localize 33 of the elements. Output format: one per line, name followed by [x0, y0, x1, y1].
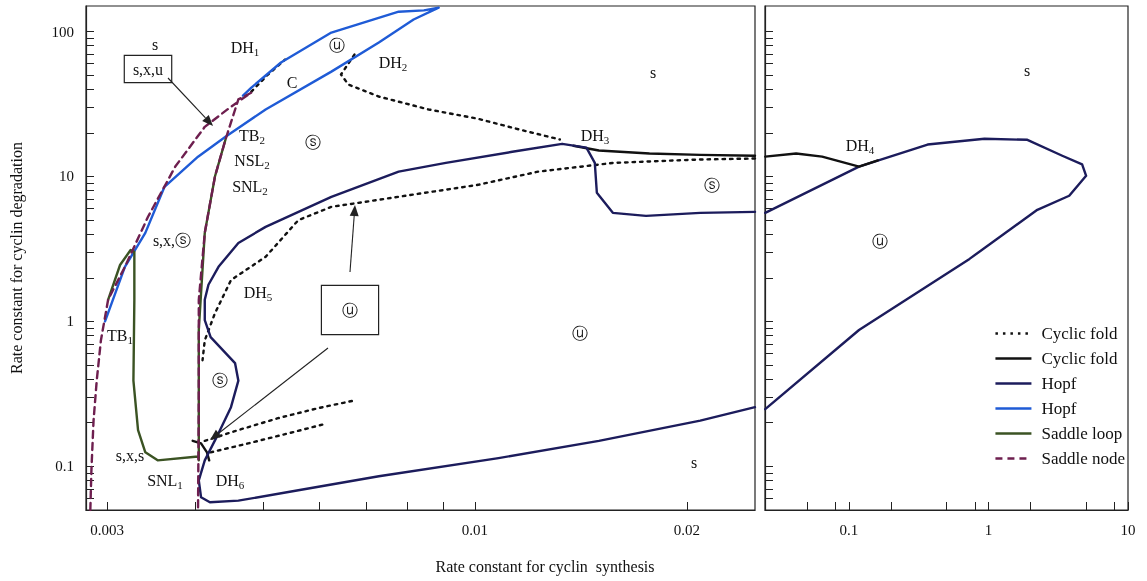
x-tick-label: 0.1	[839, 521, 859, 538]
y-tick-label: 100	[51, 23, 74, 40]
y-tick-label: 10	[59, 168, 74, 185]
annotation: ⓢ	[704, 176, 720, 194]
legend-label: Cyclic fold	[1041, 324, 1118, 343]
x-tick-label: 0.01	[461, 521, 489, 538]
x-tick-label: 10	[1120, 521, 1136, 538]
annotation: s	[649, 63, 657, 81]
annotation: C	[286, 73, 298, 91]
annotation: s,x,ⓢ	[152, 231, 192, 249]
annotation: ⓤ	[329, 36, 345, 54]
legend-label: Saddle loop	[1041, 424, 1123, 443]
annotation: ⓤ	[342, 301, 358, 319]
annotation: ⓤ	[572, 324, 588, 342]
y-axis-title: Rate constant for cyclin degradation	[7, 142, 26, 374]
legend-label: Saddle node	[1041, 449, 1126, 468]
annotation: s	[690, 453, 698, 471]
annotation: ⓢ	[212, 371, 228, 389]
annotation: s	[1023, 61, 1031, 79]
x-tick-label: 1	[984, 521, 993, 538]
annotation: ⓢ	[305, 133, 321, 151]
y-tick-label: 1	[66, 313, 74, 330]
legend-label: Hopf	[1041, 374, 1077, 393]
legend-label: Cyclic fold	[1041, 349, 1118, 368]
x-tick-label: 0.02	[673, 521, 700, 538]
x-axis-title: Rate constant for cyclin synthesis	[435, 557, 655, 576]
legend-label: Hopf	[1041, 399, 1077, 418]
annotation: s,x,s	[115, 446, 145, 464]
y-tick-label: 0.1	[55, 458, 74, 475]
x-tick-label: 0.003	[90, 521, 124, 538]
annotation: s,x,u	[132, 60, 164, 78]
annotation: s	[151, 35, 159, 53]
annotation: ⓤ	[872, 232, 888, 250]
